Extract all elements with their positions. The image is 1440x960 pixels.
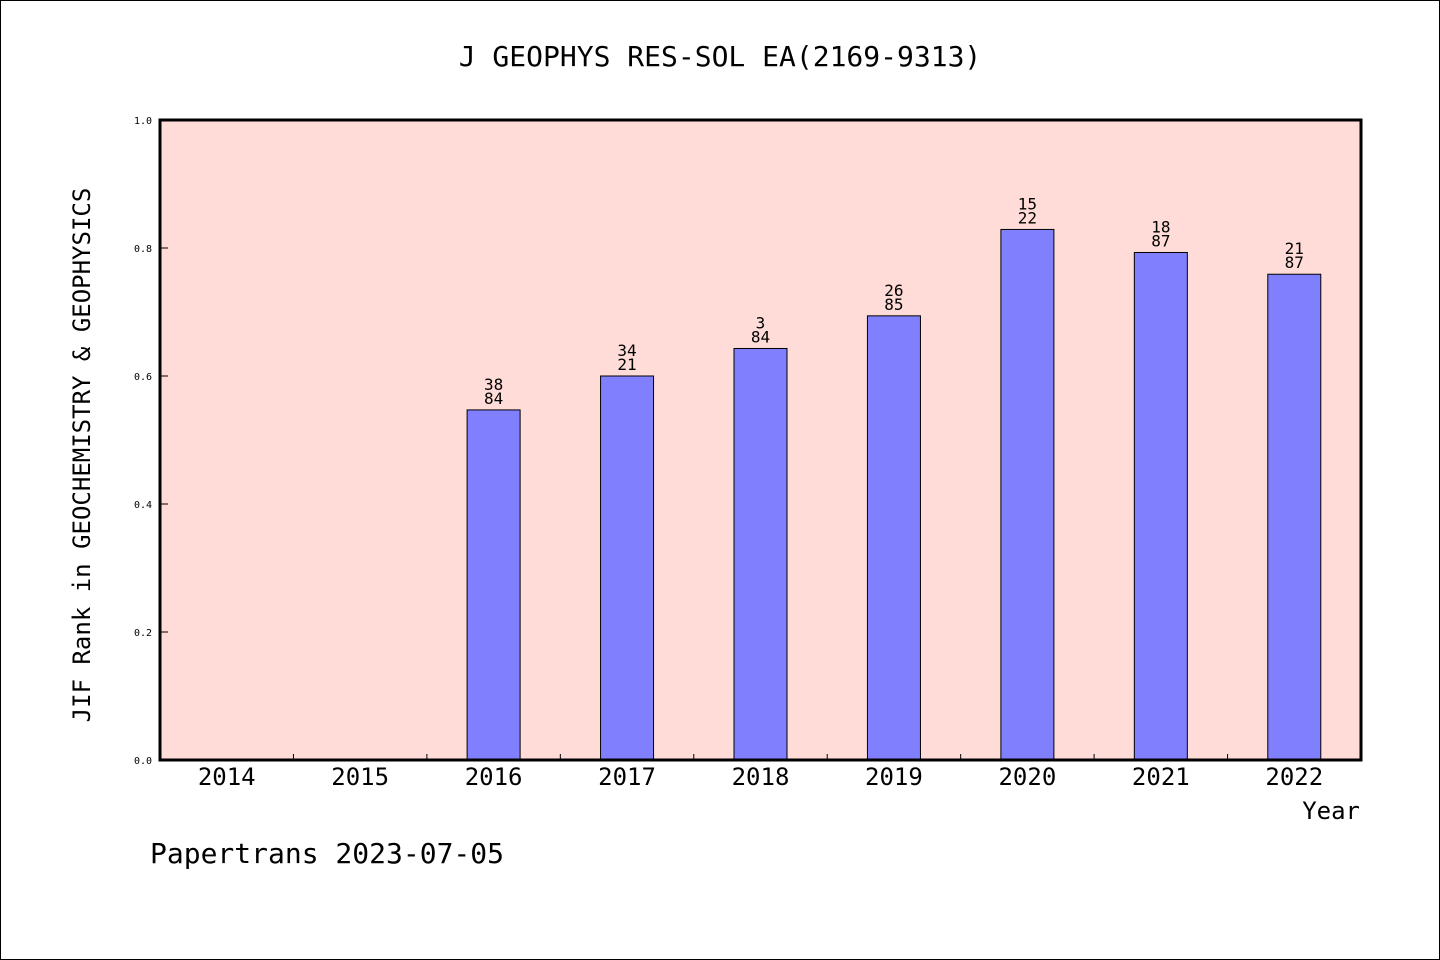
bar-label-top: 38 [484, 375, 503, 394]
bar-label-bottom: 22 [1018, 208, 1037, 227]
bar-2019 [866, 315, 921, 761]
x-axis-label: Year [1302, 797, 1360, 825]
bar-label-top: 26 [884, 281, 903, 300]
y-tick-label: 0.0 [134, 756, 152, 767]
y-tick-label: 0.2 [134, 628, 152, 639]
bar-label-top: 18 [1151, 217, 1170, 236]
x-tick-label: 2014 [198, 763, 256, 791]
bar-2016 [466, 409, 521, 761]
bar-label-bottom: 21 [617, 355, 636, 374]
x-tick-label: 2018 [732, 763, 790, 791]
bar-2017 [600, 375, 655, 761]
x-tick-label: 2017 [598, 763, 656, 791]
bar-label-bottom: 84 [751, 327, 770, 346]
plot-border [158, 118, 1363, 762]
bar-label-bottom: 85 [884, 295, 903, 314]
bar-label-bottom: 87 [1151, 231, 1170, 250]
bar-label-bottom: 84 [484, 389, 503, 408]
x-tick-label: 2022 [1265, 763, 1323, 791]
bar-label-top: 34 [617, 341, 636, 360]
x-axis-ticks: 2014 2015 2016 2017 2018 2019 2020 2021 2022 [198, 754, 1323, 791]
y-tick-label: 0.4 [134, 500, 152, 511]
bar-2020 [1000, 228, 1055, 761]
x-tick-label: 2016 [465, 763, 523, 791]
chart-title: J GEOPHYS RES-SOL EA(2169-9313) [459, 40, 982, 73]
x-tick-label: 2019 [865, 763, 923, 791]
y-tick-label: 1.0 [134, 116, 152, 127]
y-tick-label: 0.6 [134, 372, 152, 383]
bar-label-top: 21 [1285, 239, 1304, 258]
bar-2021 [1133, 251, 1188, 761]
x-tick-label: 2020 [998, 763, 1056, 791]
x-tick-label: 2021 [1132, 763, 1190, 791]
bar-2018 [733, 347, 788, 761]
y-axis-label: JIF Rank in GEOCHEMISTRY & GEOPHYSICS [68, 188, 96, 723]
x-tick-label: 2015 [331, 763, 389, 791]
bar-2022 [1267, 273, 1322, 761]
bar-label-top: 3 [756, 313, 766, 332]
footer-text: Papertrans 2023-07-05 [150, 837, 504, 870]
y-tick-label: 0.8 [134, 244, 152, 255]
bar-label-bottom: 87 [1285, 253, 1304, 272]
bars-group [466, 228, 1322, 761]
bar-label-top: 15 [1018, 194, 1037, 213]
